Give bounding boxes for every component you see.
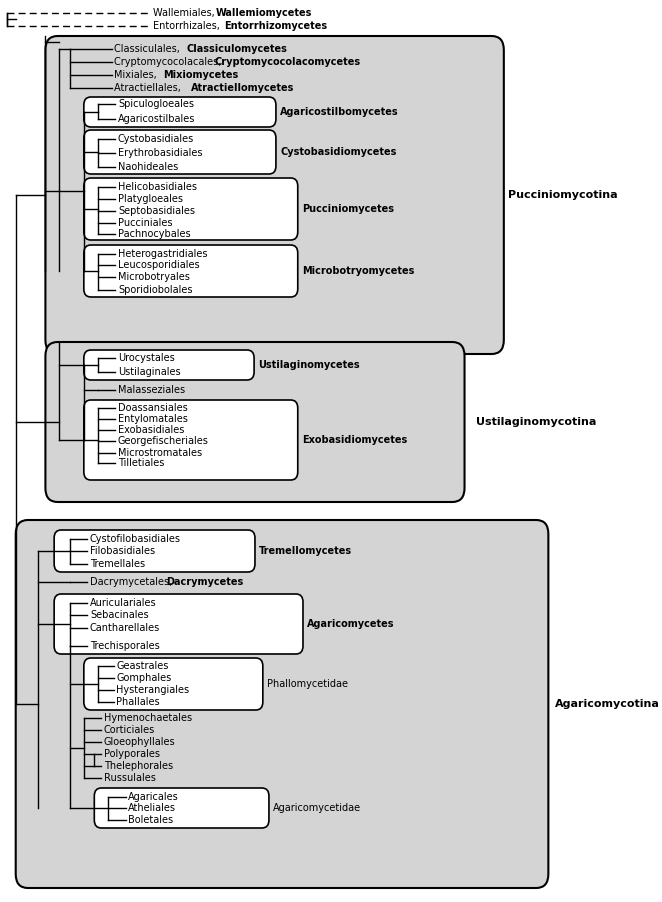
Text: Gloeophyllales: Gloeophyllales [104,737,175,747]
Text: Cryptomycocolacales,: Cryptomycocolacales, [115,57,225,67]
Text: Ustilaginomycetes: Ustilaginomycetes [258,360,360,370]
Text: Entorrhizomycetes: Entorrhizomycetes [224,21,328,31]
Text: Classiculomycetes: Classiculomycetes [186,44,287,54]
Text: Agaricales: Agaricales [128,792,179,802]
Text: Cystofilobasidiales: Cystofilobasidiales [90,534,181,544]
Text: Microstromatales: Microstromatales [118,448,202,458]
Text: Phallales: Phallales [116,697,160,707]
Text: Russulales: Russulales [104,773,156,783]
FancyBboxPatch shape [46,342,465,502]
FancyBboxPatch shape [94,788,269,828]
FancyBboxPatch shape [84,97,276,127]
FancyBboxPatch shape [84,658,263,710]
Text: Microbotryomycetes: Microbotryomycetes [302,266,414,276]
Text: Tremellomycetes: Tremellomycetes [260,546,352,556]
Text: Urocystales: Urocystales [118,353,175,363]
Text: Mixiomycetes: Mixiomycetes [163,70,238,80]
Text: Gomphales: Gomphales [116,673,171,683]
Text: Entylomatales: Entylomatales [118,414,188,424]
FancyBboxPatch shape [84,178,298,240]
Text: Cystobasidiales: Cystobasidiales [118,134,194,144]
Text: Exobasidiomycetes: Exobasidiomycetes [302,435,407,445]
Text: Erythrobasidiales: Erythrobasidiales [118,148,203,158]
Text: Dacrymycetales,: Dacrymycetales, [90,577,175,587]
Text: Septobasidiales: Septobasidiales [118,206,195,216]
FancyBboxPatch shape [16,520,548,888]
Text: Agaricomycotina: Agaricomycotina [555,699,659,709]
Text: Ustilaginales: Ustilaginales [118,367,181,377]
FancyBboxPatch shape [54,594,303,654]
Text: Malasseziales: Malasseziales [118,385,185,395]
Text: Tilletiales: Tilletiales [118,458,164,468]
Text: Ustilaginomycotina: Ustilaginomycotina [476,417,596,427]
Text: Boletales: Boletales [128,815,173,825]
Text: Doassansiales: Doassansiales [118,403,187,413]
Text: Dacrymycetes: Dacrymycetes [166,577,244,587]
Text: Wallemiales,: Wallemiales, [153,8,218,18]
Text: Polyporales: Polyporales [104,749,160,759]
Text: Agaricomycetes: Agaricomycetes [307,619,395,629]
Text: Agaricomycetidae: Agaricomycetidae [273,803,361,813]
Text: Agaricostilbales: Agaricostilbales [118,114,195,124]
Text: Platygloeales: Platygloeales [118,194,183,204]
Text: Pachnocybales: Pachnocybales [118,229,191,239]
FancyBboxPatch shape [84,245,298,297]
Text: Spiculogloeales: Spiculogloeales [118,99,194,109]
FancyBboxPatch shape [54,530,255,572]
Text: Cystobasidiomycetes: Cystobasidiomycetes [280,147,397,157]
Text: Hymenochaetales: Hymenochaetales [104,713,192,723]
Text: Exobasidiales: Exobasidiales [118,425,184,435]
Text: Trechisporales: Trechisporales [90,641,160,651]
Text: Entorrhizales,: Entorrhizales, [153,21,223,31]
FancyBboxPatch shape [84,350,254,380]
Text: Geastrales: Geastrales [116,661,169,671]
Text: Cantharellales: Cantharellales [90,623,160,633]
FancyBboxPatch shape [84,400,298,480]
Text: Hysterangiales: Hysterangiales [116,685,189,695]
Text: Pucciniomycotina: Pucciniomycotina [508,190,618,200]
Text: Heterogastridiales: Heterogastridiales [118,249,207,259]
Text: Pucciniales: Pucciniales [118,218,172,228]
FancyBboxPatch shape [84,130,276,174]
Text: Thelephorales: Thelephorales [104,761,173,771]
Text: Classiculales,: Classiculales, [115,44,183,54]
Text: Atractiellomycetes: Atractiellomycetes [191,83,294,93]
Text: Phallomycetidae: Phallomycetidae [267,679,348,689]
Text: Filobasidiales: Filobasidiales [90,546,155,556]
Text: Helicobasidiales: Helicobasidiales [118,182,197,192]
Text: Microbotryales: Microbotryales [118,272,190,282]
Text: Mixiales,: Mixiales, [115,70,160,80]
Text: Corticiales: Corticiales [104,725,155,735]
Text: Sporidiobolales: Sporidiobolales [118,285,193,295]
Text: Agaricostilbomycetes: Agaricostilbomycetes [280,107,399,117]
Text: Atheliales: Atheliales [128,803,176,813]
Text: Naohideales: Naohideales [118,162,178,172]
Text: Pucciniomycetes: Pucciniomycetes [302,204,394,214]
Text: Georgefischeriales: Georgefischeriales [118,436,209,446]
Text: Wallemiomycetes: Wallemiomycetes [215,8,312,18]
FancyBboxPatch shape [46,36,504,354]
Text: Atractiellales,: Atractiellales, [115,83,185,93]
Text: Cryptomycocolacomycetes: Cryptomycocolacomycetes [214,57,360,67]
Text: Leucosporidiales: Leucosporidiales [118,260,199,270]
Text: Tremellales: Tremellales [90,559,145,569]
Text: Sebacinales: Sebacinales [90,610,148,620]
Text: Auriculariales: Auriculariales [90,598,157,608]
